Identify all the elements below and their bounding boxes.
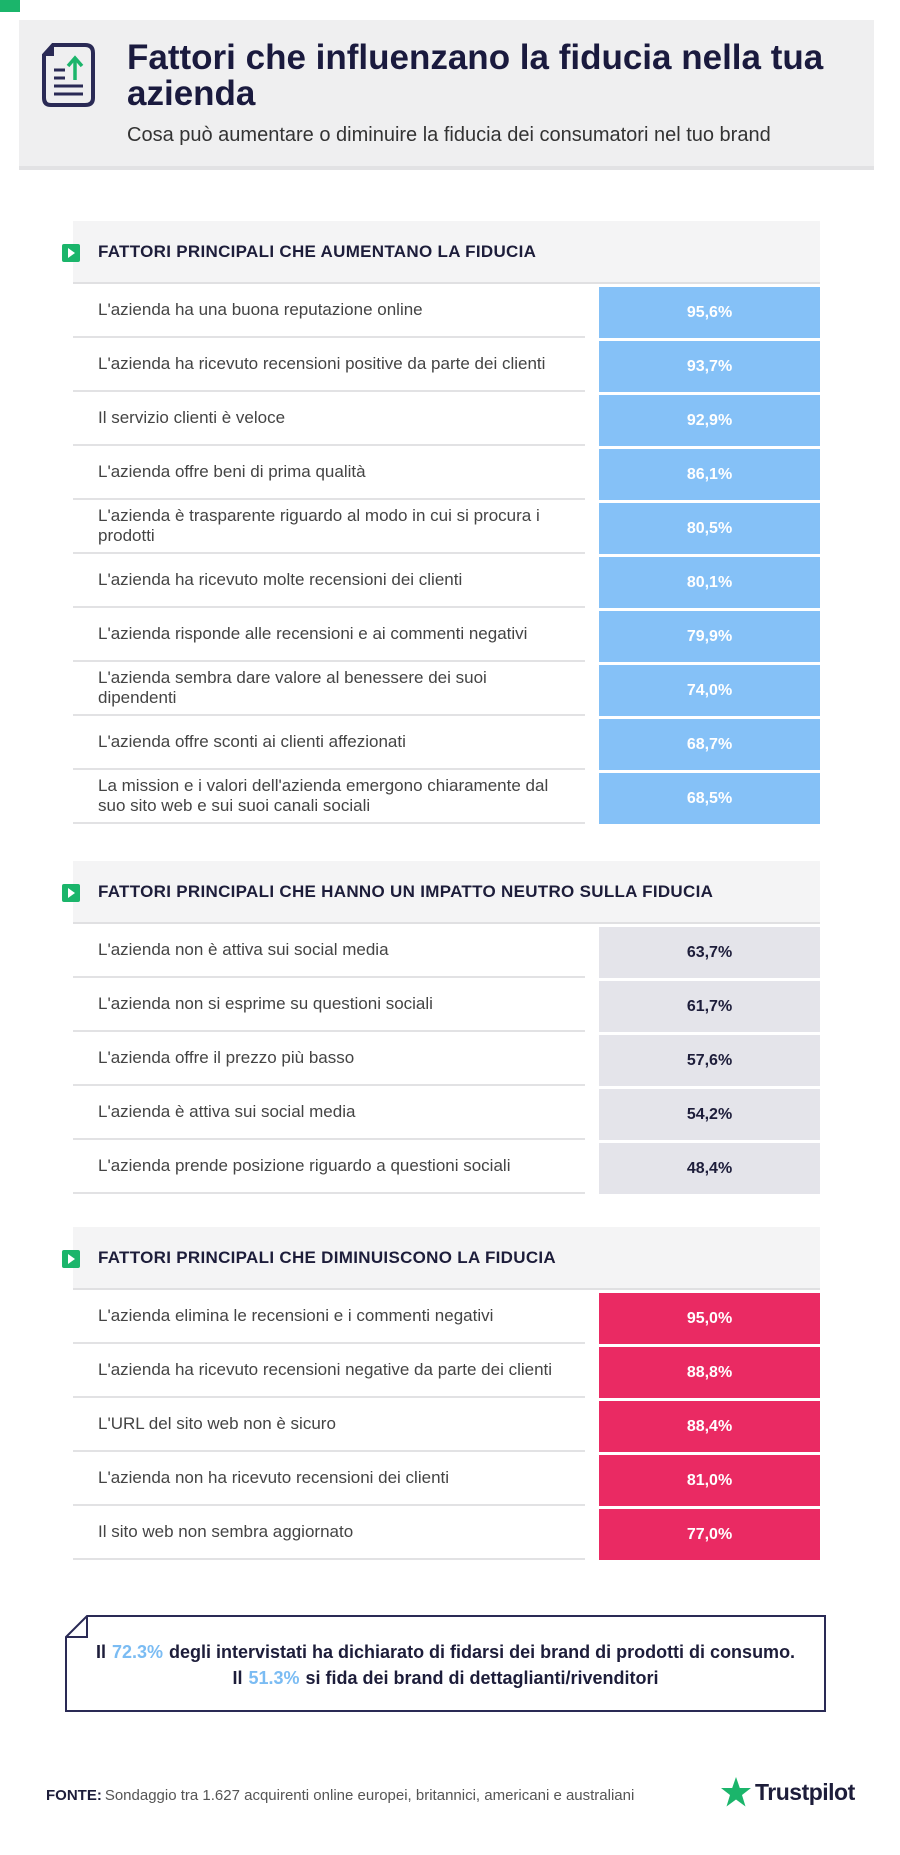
row-value: 95,6% bbox=[599, 287, 820, 338]
callout: Il 72.3% degli intervistati ha dichiarato … bbox=[65, 1615, 826, 1712]
callout-prefix: Il bbox=[232, 1668, 243, 1688]
row: L'azienda è attiva sui social media 54,2% bbox=[73, 1086, 820, 1140]
row: L'azienda non è attiva sui social media 6… bbox=[73, 924, 820, 978]
row-value: 68,5% bbox=[599, 773, 820, 824]
corner-accent bbox=[0, 0, 20, 12]
row: L'azienda ha una buona reputazione onlin… bbox=[73, 284, 820, 338]
row-label: L'azienda ha ricevuto recensioni positiv… bbox=[73, 338, 585, 392]
logo-text: Trustpilot bbox=[755, 1778, 855, 1805]
callout-suffix: degli intervistati ha dichiarato di fida… bbox=[169, 1642, 796, 1662]
row: L'azienda offre beni di prima qualità 86,… bbox=[73, 446, 820, 500]
row: L'azienda elimina le recensioni e i comm… bbox=[73, 1290, 820, 1344]
row: L'azienda ha ricevuto recensioni positiv… bbox=[73, 338, 820, 392]
row-label: L'URL del sito web non è sicuro bbox=[73, 1398, 585, 1452]
row: Il sito web non sembra aggiornato 77,0% bbox=[73, 1506, 820, 1560]
row-label: La mission e i valori dell'azienda emerg… bbox=[73, 770, 585, 824]
section-title: FATTORI PRINCIPALI CHE AUMENTANO LA FIDU… bbox=[98, 242, 537, 261]
fold-icon bbox=[65, 1615, 88, 1638]
section-icon bbox=[62, 1250, 80, 1268]
row-label: L'azienda offre beni di prima qualità bbox=[73, 446, 585, 500]
callout-highlight: 72.3% bbox=[111, 1642, 163, 1662]
row-label: L'azienda sembra dare valore al benesser… bbox=[73, 662, 585, 716]
section: FATTORI PRINCIPALI CHE DIMINUISCONO LA F… bbox=[62, 1227, 820, 1560]
row-value: 86,1% bbox=[599, 449, 820, 500]
row-label: L'azienda ha ricevuto recensioni negativ… bbox=[73, 1344, 585, 1398]
source-text: Sondaggio tra 1.627 acquirenti online eu… bbox=[104, 1787, 635, 1804]
row-value: 57,6% bbox=[599, 1035, 820, 1086]
callout-highlight: 51.3% bbox=[248, 1668, 300, 1688]
row: L'azienda offre il prezzo più basso 57,6% bbox=[73, 1032, 820, 1086]
source-label: FONTE: bbox=[46, 1787, 102, 1804]
row-value: 54,2% bbox=[599, 1089, 820, 1140]
row-value: 68,7% bbox=[599, 719, 820, 770]
row-label: L'azienda non si esprime su questioni so… bbox=[73, 978, 585, 1032]
row-value: 77,0% bbox=[599, 1509, 820, 1560]
row-label: L'azienda prende posizione riguardo a qu… bbox=[73, 1140, 585, 1194]
row: La mission e i valori dell'azienda emerg… bbox=[73, 770, 820, 824]
section-header: FATTORI PRINCIPALI CHE AUMENTANO LA FIDU… bbox=[62, 221, 820, 284]
section-title: FATTORI PRINCIPALI CHE HANNO UN IMPATTO … bbox=[98, 882, 714, 901]
row-label: L'azienda offre il prezzo più basso bbox=[73, 1032, 585, 1086]
row-value: 61,7% bbox=[599, 981, 820, 1032]
row-label: Il servizio clienti è veloce bbox=[73, 392, 585, 446]
row-label: L'azienda è attiva sui social media bbox=[73, 1086, 585, 1140]
row-label: L'azienda risponde alle recensioni e ai … bbox=[73, 608, 585, 662]
row-value: 88,4% bbox=[599, 1401, 820, 1452]
row: L'azienda ha ricevuto molte recensioni d… bbox=[73, 554, 820, 608]
section-header: FATTORI PRINCIPALI CHE HANNO UN IMPATTO … bbox=[62, 861, 820, 924]
title: Fattori che influenzano la fiducia nella… bbox=[127, 38, 824, 113]
row-value: 88,8% bbox=[599, 1347, 820, 1398]
document-icon bbox=[42, 43, 95, 107]
header: Fattori che influenzano la fiducia nella… bbox=[19, 20, 874, 170]
row-label: L'azienda è trasparente riguardo al modo… bbox=[73, 500, 585, 554]
row: L'azienda sembra dare valore al benesser… bbox=[73, 662, 820, 716]
row-label: L'azienda ha una buona reputazione onlin… bbox=[73, 284, 585, 338]
row-value: 74,0% bbox=[599, 665, 820, 716]
callout-suffix: si fida dei brand di dettaglianti/rivend… bbox=[305, 1668, 659, 1688]
row: L'URL del sito web non è sicuro 88,4% bbox=[73, 1398, 820, 1452]
row: L'azienda non ha ricevuto recensioni dei… bbox=[73, 1452, 820, 1506]
row: L'azienda risponde alle recensioni e ai … bbox=[73, 608, 820, 662]
row-value: 80,5% bbox=[599, 503, 820, 554]
row-label: L'azienda non ha ricevuto recensioni dei… bbox=[73, 1452, 585, 1506]
logo: Trustpilot bbox=[720, 1776, 855, 1808]
row-label: L'azienda elimina le recensioni e i comm… bbox=[73, 1290, 585, 1344]
row-value: 63,7% bbox=[599, 927, 820, 978]
callout-line: Il 72.3% degli intervistati ha dichiarato … bbox=[67, 1639, 824, 1665]
row-label: L'azienda ha ricevuto molte recensioni d… bbox=[73, 554, 585, 608]
callout-lines: Il 72.3% degli intervistati ha dichiarato … bbox=[67, 1639, 824, 1691]
section: FATTORI PRINCIPALI CHE AUMENTANO LA FIDU… bbox=[62, 221, 820, 824]
row-value: 79,9% bbox=[599, 611, 820, 662]
callout-fold bbox=[65, 1615, 88, 1638]
section-icon bbox=[62, 884, 80, 902]
row: L'azienda offre sconti ai clienti affezi… bbox=[73, 716, 820, 770]
row-label: L'azienda offre sconti ai clienti affezi… bbox=[73, 716, 585, 770]
row-label: L'azienda non è attiva sui social media bbox=[73, 924, 585, 978]
row-value: 92,9% bbox=[599, 395, 820, 446]
row-value: 81,0% bbox=[599, 1455, 820, 1506]
row: Il servizio clienti è veloce 92,9% bbox=[73, 392, 820, 446]
row: L'azienda prende posizione riguardo a qu… bbox=[73, 1140, 820, 1194]
row: L'azienda ha ricevuto recensioni negativ… bbox=[73, 1344, 820, 1398]
row: L'azienda non si esprime su questioni so… bbox=[73, 978, 820, 1032]
subtitle: Cosa può aumentare o diminuire la fiduci… bbox=[127, 124, 771, 146]
row-value: 95,0% bbox=[599, 1293, 820, 1344]
section: FATTORI PRINCIPALI CHE HANNO UN IMPATTO … bbox=[62, 861, 820, 1194]
section-title: FATTORI PRINCIPALI CHE DIMINUISCONO LA F… bbox=[98, 1248, 556, 1267]
logo-star bbox=[721, 1777, 751, 1807]
section-icon bbox=[62, 244, 80, 262]
footer: FONTE: Sondaggio tra 1.627 acquirenti onl… bbox=[46, 1787, 634, 1804]
row: L'azienda è trasparente riguardo al modo… bbox=[73, 500, 820, 554]
row-label: Il sito web non sembra aggiornato bbox=[73, 1506, 585, 1560]
row-value: 80,1% bbox=[599, 557, 820, 608]
row-value: 48,4% bbox=[599, 1143, 820, 1194]
section-header: FATTORI PRINCIPALI CHE DIMINUISCONO LA F… bbox=[62, 1227, 820, 1290]
callout-prefix: Il bbox=[95, 1642, 106, 1662]
row-value: 93,7% bbox=[599, 341, 820, 392]
callout-line: Il 51.3% si fida dei brand di dettaglianti… bbox=[67, 1665, 824, 1691]
